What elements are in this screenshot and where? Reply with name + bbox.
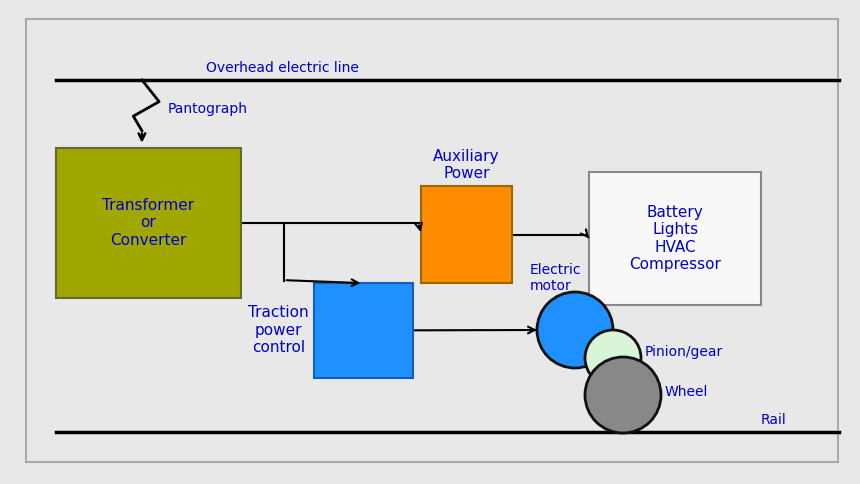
Text: Overhead electric line: Overhead electric line — [206, 61, 359, 75]
Bar — [56, 148, 241, 298]
Text: Battery
Lights
HVAC
Compressor: Battery Lights HVAC Compressor — [630, 205, 721, 272]
Circle shape — [585, 330, 641, 386]
Text: Transformer
or
Converter: Transformer or Converter — [102, 198, 194, 247]
Text: Traction
power
control: Traction power control — [249, 305, 309, 355]
Text: Electric
motor: Electric motor — [530, 263, 581, 293]
Circle shape — [585, 357, 661, 433]
Text: Rail: Rail — [761, 413, 787, 427]
Bar — [589, 172, 761, 305]
Text: Pantograph: Pantograph — [168, 102, 248, 116]
Text: Auxiliary
Power: Auxiliary Power — [433, 149, 500, 182]
Text: Pinion/gear: Pinion/gear — [645, 345, 723, 359]
Bar — [314, 283, 413, 378]
Text: Wheel: Wheel — [665, 385, 709, 399]
Circle shape — [537, 292, 613, 368]
Bar — [421, 186, 512, 283]
